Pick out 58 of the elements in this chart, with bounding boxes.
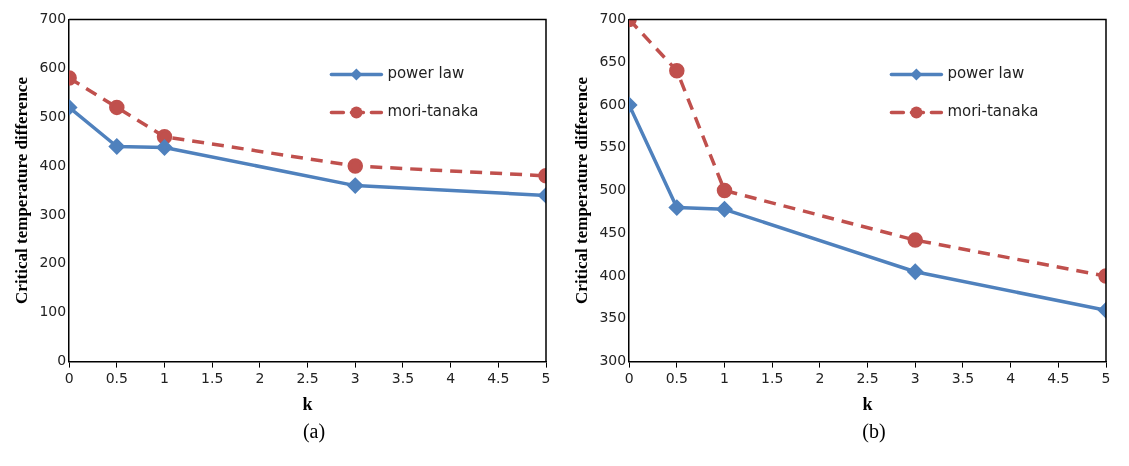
point <box>907 264 923 280</box>
legend-label: mori-tanaka <box>947 102 1039 121</box>
x-tick-label: 3 <box>350 369 360 386</box>
point <box>716 201 733 218</box>
point <box>347 177 363 194</box>
x-tick-label: 3 <box>910 369 920 386</box>
point <box>156 139 173 156</box>
x-tick-label: 3.5 <box>951 369 975 386</box>
x-tick-label: 4.5 <box>1047 369 1070 386</box>
text: (b) <box>861 420 887 443</box>
y-tick-label: 400 <box>39 156 67 173</box>
point <box>907 232 923 248</box>
x-tick-label: 3.5 <box>391 369 415 386</box>
x-tick-label: 1 <box>160 369 169 386</box>
y-tick-label: 500 <box>39 107 67 124</box>
y-tick-label: 450 <box>599 223 627 240</box>
y-tick-label: 350 <box>599 309 627 326</box>
y-tick-label: 550 <box>599 138 627 155</box>
x-tick-label: 2 <box>815 369 825 386</box>
y-tick-label: 700 <box>599 10 627 27</box>
x-tick-label: 4 <box>1006 369 1016 386</box>
legend-label: mori-tanaka <box>387 102 479 121</box>
x-tick-label: 1.5 <box>761 369 784 386</box>
legend-label: power law <box>947 64 1025 83</box>
y-tick-label: 300 <box>599 352 627 369</box>
x-tick-label: 0.5 <box>665 369 688 386</box>
y-tick-label: 600 <box>599 95 627 112</box>
y-tick-label: 200 <box>39 254 67 271</box>
y-tick-label: 300 <box>39 205 67 222</box>
x-tick-label: 2.5 <box>856 369 879 386</box>
y-tick-label: 600 <box>39 58 67 75</box>
y-tick-label: 400 <box>599 266 627 283</box>
y-tick-label: 700 <box>39 10 67 27</box>
x-tick-label: 1 <box>720 369 729 386</box>
x-tick-label: 1.5 <box>201 369 224 386</box>
point <box>109 138 125 155</box>
y-axis-title: Critical temperature difference <box>571 76 591 304</box>
x-tick-label: 2.5 <box>296 369 319 386</box>
x-tick-label: 2 <box>255 369 265 386</box>
y-tick-label: 0 <box>57 352 67 369</box>
x-axis-title: k <box>302 393 313 414</box>
x-tick-label: 5 <box>1101 369 1111 386</box>
y-axis-title: Critical temperature difference <box>11 76 31 304</box>
point <box>669 199 685 216</box>
y-tick-label: 500 <box>599 181 627 198</box>
text: (a) <box>301 420 327 443</box>
point <box>669 62 685 79</box>
legend-label: power law <box>387 64 465 83</box>
point <box>716 182 733 199</box>
x-axis-title: k <box>862 393 873 414</box>
x-tick-label: 5 <box>541 369 551 386</box>
x-tick-label: 4.5 <box>487 369 510 386</box>
point <box>347 158 363 174</box>
x-tick-label: 0.5 <box>105 369 128 386</box>
x-tick-label: 4 <box>446 369 456 386</box>
y-tick-label: 650 <box>599 52 627 69</box>
point <box>109 99 125 116</box>
y-tick-label: 100 <box>39 303 67 320</box>
